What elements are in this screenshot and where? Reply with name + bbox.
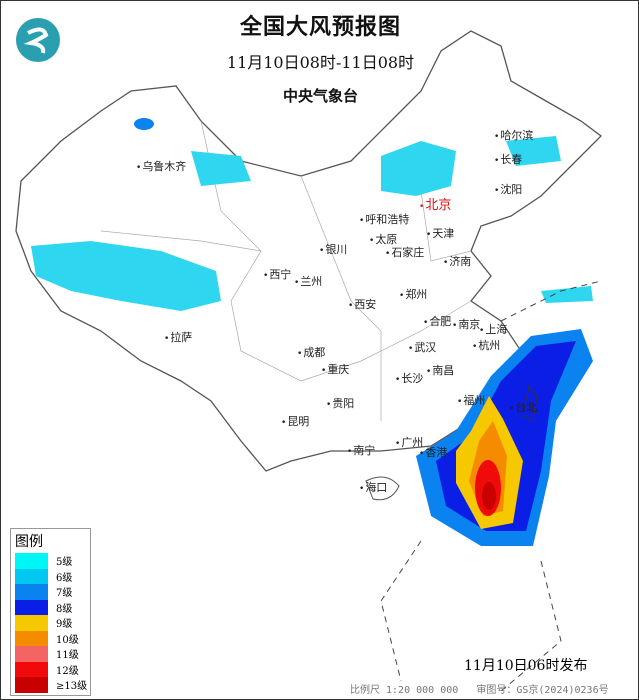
city-label: 郑州 (399, 286, 427, 302)
city-label: 西安 (348, 296, 376, 312)
legend-item: 12级 (11, 661, 90, 677)
city-label: 长春 (494, 151, 522, 167)
legend-label: 6级 (56, 572, 73, 584)
legend-label: 12级 (56, 665, 79, 677)
city-label: 贵阳 (326, 395, 354, 411)
issuer: 中央气象台 (282, 87, 358, 105)
legend-item: 7级 (11, 584, 90, 600)
city-label: 南京 (452, 316, 480, 332)
city-label: 太原 (369, 231, 397, 247)
legend-swatch (15, 646, 48, 662)
legend-swatch (15, 677, 48, 693)
city-label: 广州 (395, 434, 423, 450)
legend-item: 10级 (11, 630, 90, 646)
legend-title: 图例 (15, 534, 43, 550)
city-label: 拉萨 (164, 329, 192, 345)
legend-item: ≥13级 (11, 677, 90, 693)
legend-label: 8级 (56, 603, 73, 615)
city-label: 济南 (443, 253, 471, 269)
city-label: 南昌 (426, 362, 454, 378)
city-label: 银川 (319, 241, 347, 257)
city-label: 福州 (457, 392, 485, 408)
city-label: 海口 (359, 479, 387, 495)
legend-swatch (15, 568, 48, 584)
city-label: 武汉 (408, 339, 436, 355)
city-label: 天津 (426, 225, 454, 241)
scale-and-approval: 比例尺 1:20 000 000 审图号：GS京(2024)0236号 (350, 681, 609, 696)
legend-item: 9级 (11, 615, 90, 631)
city-label: 香港 (419, 444, 447, 460)
legend-swatch (15, 553, 48, 569)
approval-number: 审图号：GS京(2024)0236号 (476, 685, 609, 696)
legend-label: ≥13级 (56, 681, 88, 693)
legend-label: 5级 (56, 557, 73, 569)
city-label: 台北 (509, 399, 537, 415)
wind-strong-areas (416, 329, 593, 546)
legend-swatch (15, 584, 48, 600)
city-label: 成都 (297, 344, 325, 360)
issue-time: 11月10日06时发布 (464, 658, 588, 674)
city-label: 西宁 (263, 266, 291, 282)
city-label: 合肥 (423, 313, 451, 329)
city-label: 上海 (479, 321, 507, 337)
legend-item: 11级 (11, 646, 90, 662)
legend-label: 7级 (56, 588, 73, 600)
city-label: 石家庄 (385, 244, 424, 260)
legend-swatch (15, 661, 48, 677)
city-label: 兰州 (294, 273, 322, 289)
legend-label: 9级 (56, 619, 73, 631)
map-title: 全国大风预报图 (239, 14, 401, 40)
cma-logo-icon (16, 18, 60, 62)
city-label: 哈尔滨 (494, 127, 533, 143)
city-label-beijing: 北京 (419, 194, 451, 213)
city-label: 杭州 (472, 337, 500, 353)
city-label: 重庆 (321, 361, 349, 377)
city-label: 沈阳 (494, 181, 522, 197)
legend-item: 8级 (11, 599, 90, 615)
legend-item: 5级 (11, 553, 90, 569)
legend-label: 11级 (56, 650, 79, 662)
legend-swatch (15, 599, 48, 615)
city-label: 昆明 (281, 413, 309, 429)
city-label: 呼和浩特 (359, 211, 409, 227)
city-label: 乌鲁木齐 (136, 158, 186, 174)
legend-item: 6级 (11, 568, 90, 584)
legend-swatch (15, 630, 48, 646)
legend: 图例 5级 6级 7级 8级 9级 10级 11级 12级 ≥13级 (10, 528, 91, 696)
city-label: 长沙 (395, 370, 423, 386)
city-label: 南宁 (347, 442, 375, 458)
map-scale: 比例尺 1:20 000 000 (350, 685, 459, 696)
forecast-period: 11月10日08时-11日08时 (226, 53, 415, 72)
nine-dash-line (380, 280, 602, 692)
legend-label: 10级 (56, 634, 79, 646)
legend-swatch (15, 615, 48, 631)
